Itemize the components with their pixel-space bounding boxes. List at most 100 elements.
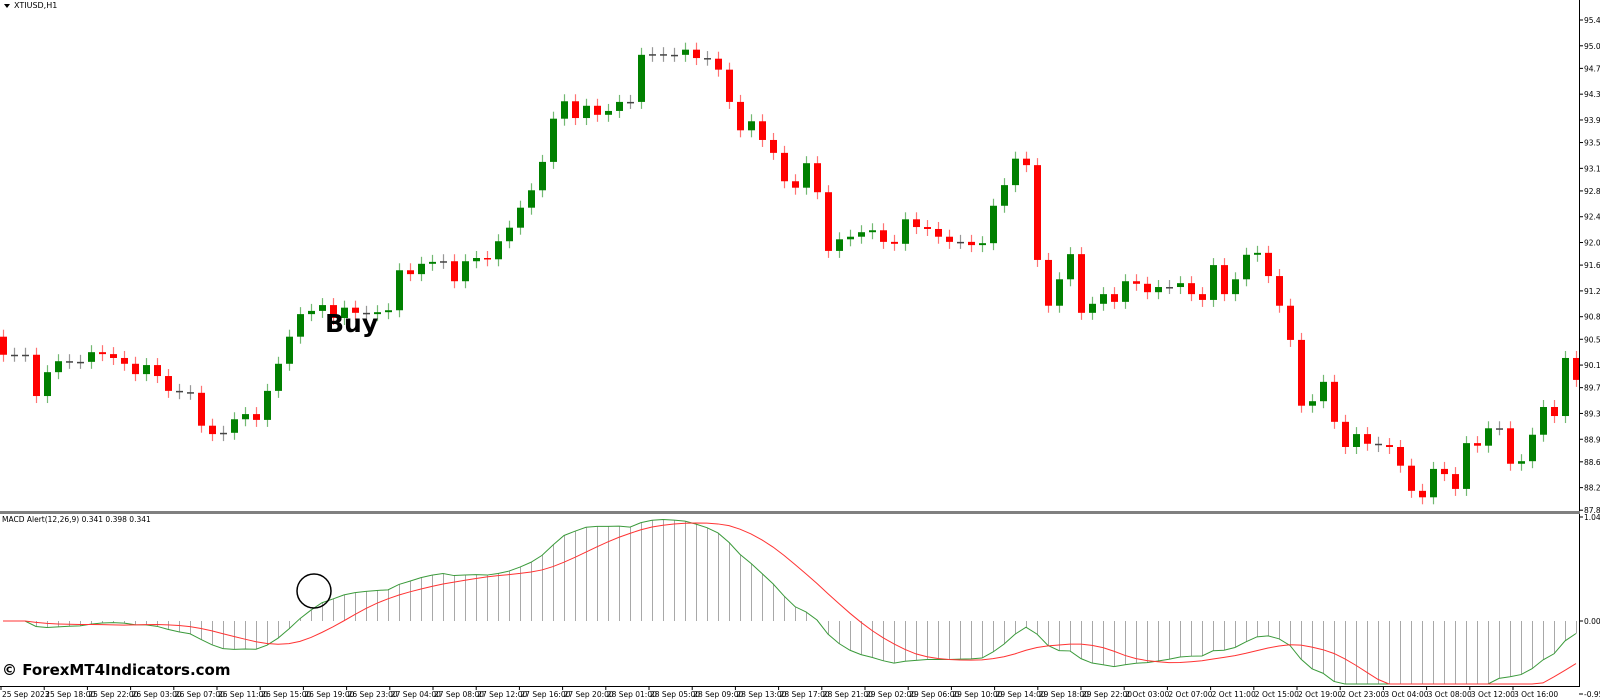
candle [1155, 280, 1162, 300]
candle-body [176, 390, 183, 393]
candle-body [286, 336, 293, 364]
candle-body [484, 258, 491, 260]
price-label: 91.25 [1584, 287, 1600, 296]
time-label: 26 Sep 15:00 [261, 690, 311, 699]
price-label: 89.35 [1584, 409, 1600, 418]
candle [1122, 274, 1129, 309]
candle [1078, 247, 1085, 320]
candle [1551, 400, 1558, 424]
candle-body [88, 352, 95, 362]
candle-body [1408, 465, 1415, 491]
candle [759, 114, 766, 147]
price-label: 93.15 [1584, 164, 1600, 173]
candle [1012, 151, 1019, 193]
price-label: 95.45 [1584, 16, 1600, 25]
candle [1089, 296, 1096, 320]
candle-body [1320, 381, 1327, 402]
candle [682, 42, 689, 62]
candle [297, 307, 304, 344]
candle-body [660, 54, 667, 56]
time-label: 27 Sep 12:00 [477, 690, 527, 699]
time-label: 26 Sep 11:00 [218, 690, 268, 699]
price-label: 92.00 [1584, 239, 1600, 248]
candle [1562, 350, 1569, 424]
candle-body [572, 101, 579, 119]
candle-body [462, 261, 469, 282]
candle [1001, 178, 1008, 213]
price-label: 90.10 [1584, 361, 1600, 370]
price-axis: 95.45 95.05 94.70 94.30 93.90 93.55 93.15 92.80… [1579, 16, 1600, 515]
candle-body [1397, 446, 1404, 466]
candle [1529, 427, 1536, 469]
candle-body [605, 110, 612, 115]
candle-body [792, 181, 799, 188]
candle-body [638, 54, 645, 102]
candle [132, 356, 139, 382]
candle [836, 232, 843, 258]
time-label: 2 Oct 03:00 [1125, 690, 1169, 699]
dropdown-triangle-icon[interactable] [4, 3, 10, 8]
candle [396, 263, 403, 318]
candle [242, 407, 249, 427]
candle [1441, 461, 1448, 482]
candle [968, 234, 975, 253]
price-label: 88.95 [1584, 435, 1600, 444]
candle-body [209, 425, 216, 435]
time-label: 26 Sep 19:00 [304, 690, 354, 699]
candle-body [1034, 165, 1041, 260]
candle [22, 347, 29, 362]
time-label: 26 Sep 07:00 [175, 690, 225, 699]
candle-body [825, 192, 832, 251]
candle-body [1551, 407, 1558, 417]
candle [1254, 245, 1261, 262]
time-label: 28 Sep 01:00 [607, 690, 657, 699]
candle [451, 254, 458, 289]
candle [1199, 287, 1206, 307]
candle [220, 425, 227, 442]
candle-body [748, 121, 755, 131]
candle-body [1133, 281, 1140, 284]
candle [880, 223, 887, 249]
candle-body [528, 190, 535, 208]
candle [869, 223, 876, 240]
candle-body [924, 227, 931, 229]
candle [1177, 276, 1184, 295]
candle [462, 254, 469, 289]
candle-body [1276, 276, 1283, 306]
time-label: 26 Sep 23:00 [348, 690, 398, 699]
symbol-title: XTIUSD,H1 [14, 1, 58, 10]
candle-body [1232, 279, 1239, 295]
candle-body [495, 241, 502, 260]
candle [616, 94, 623, 118]
candle-body [22, 354, 29, 357]
candle-body [946, 236, 953, 242]
candle [902, 212, 909, 251]
price-label: 89.75 [1584, 384, 1600, 393]
candle-body [1188, 283, 1195, 295]
candle-body [715, 58, 722, 70]
candle-body [594, 105, 601, 115]
candle-body [583, 105, 590, 119]
panel-separator[interactable] [0, 511, 1580, 514]
candle-body [781, 152, 788, 182]
time-label: 3 Oct 08:00 [1428, 690, 1472, 699]
candle-body [55, 361, 62, 373]
candle-body [99, 352, 106, 355]
candle-body [1254, 252, 1261, 255]
candle [33, 347, 40, 404]
candle [1100, 287, 1107, 311]
candle [55, 354, 62, 380]
macd-layer [3, 519, 1577, 685]
candle-body [1496, 428, 1503, 430]
candle-body [979, 243, 986, 246]
candle [440, 254, 447, 269]
macd-main-line [3, 519, 1577, 685]
candle [110, 347, 117, 365]
candle-body [253, 414, 260, 420]
macd-signal-line [3, 522, 1577, 685]
candle-body [275, 363, 282, 391]
candle-body [1111, 294, 1118, 302]
candle [1573, 350, 1580, 387]
candle-body [616, 101, 623, 111]
